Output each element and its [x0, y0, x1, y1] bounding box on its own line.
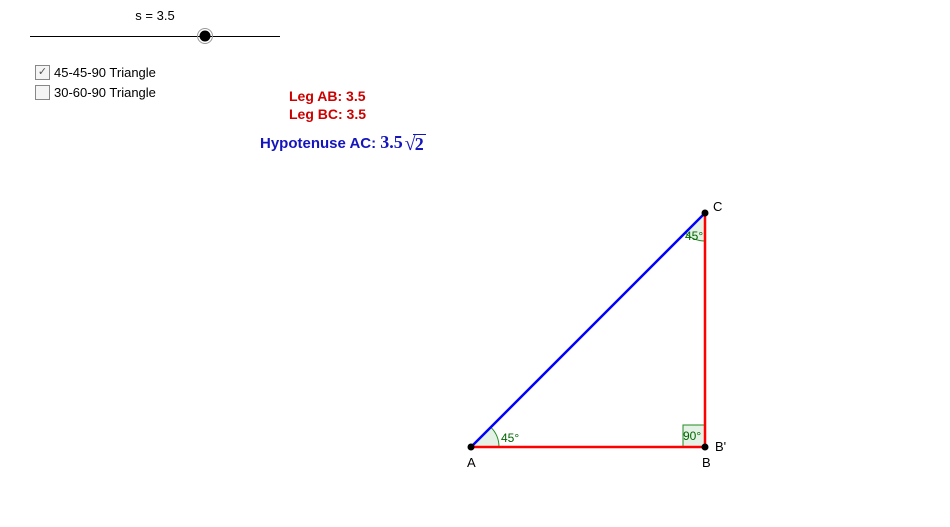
vertex-a-label: A — [467, 455, 476, 470]
hypotenuse-radicand: 2 — [413, 134, 426, 153]
checkbox-box-icon: ✓ — [35, 65, 50, 80]
checkbox-label: 30-60-90 Triangle — [54, 85, 156, 100]
vertex-b-label: B — [702, 455, 711, 470]
angle-b-label: 90° — [683, 429, 701, 443]
triangle-type-checkboxes: ✓ 45-45-90 Triangle 30-60-90 Triangle — [35, 62, 156, 102]
s-slider-label: s = 3.5 — [30, 8, 280, 23]
hypotenuse-prefix: Hypotenuse AC: — [260, 135, 380, 152]
checkbox-30-60-90[interactable]: 30-60-90 Triangle — [35, 82, 156, 102]
vertex-b-prime-label: B' — [715, 439, 726, 454]
angle-a-label: 45° — [501, 431, 519, 445]
hypotenuse-coeff: 3.5 — [380, 132, 403, 152]
hypotenuse-measure: Hypotenuse AC: 3.5√2 — [260, 132, 426, 156]
s-slider-thumb[interactable] — [197, 28, 213, 44]
leg-ab-measure: Leg AB: 3.5 — [289, 88, 366, 104]
s-slider-track — [30, 36, 280, 37]
checkbox-box-icon — [35, 85, 50, 100]
leg-bc-measure: Leg BC: 3.5 — [289, 106, 366, 122]
checkbox-label: 45-45-90 Triangle — [54, 65, 156, 80]
checkbox-45-45-90[interactable]: ✓ 45-45-90 Triangle — [35, 62, 156, 82]
vertex-c-label: C — [713, 199, 722, 214]
angle-c-label: 45° — [685, 229, 703, 243]
